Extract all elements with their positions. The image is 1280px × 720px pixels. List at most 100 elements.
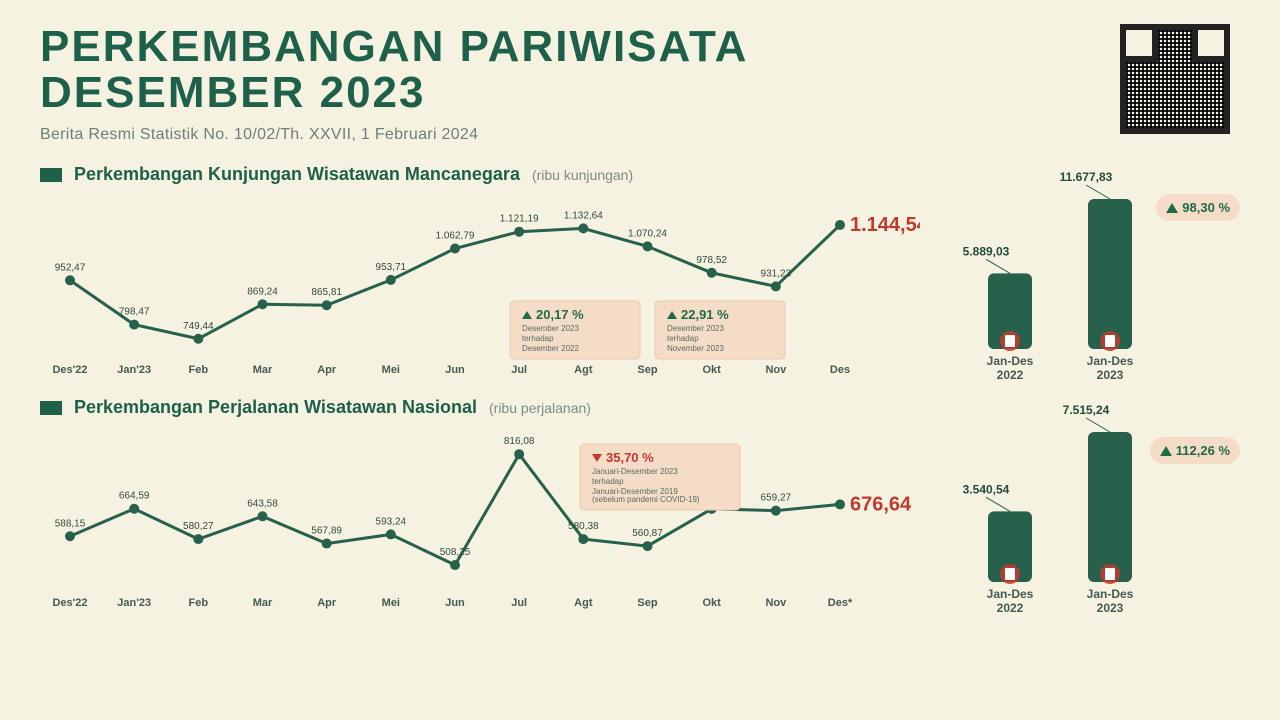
- svg-text:(sebelum pandemi COVID-19): (sebelum pandemi COVID-19): [592, 495, 700, 504]
- svg-text:Jun: Jun: [445, 597, 465, 609]
- svg-text:Jan'23: Jan'23: [117, 364, 151, 376]
- yearly2-svg: 3.540,54Jan-Des20227.515,24Jan-Des2023: [940, 397, 1240, 617]
- yearly2-change-badge: 112,26 %: [1150, 437, 1240, 464]
- svg-text:567,89: 567,89: [311, 526, 342, 537]
- page: PERKEMBANGAN PARIWISATA DESEMBER 2023 Be…: [0, 0, 1280, 720]
- svg-text:Apr: Apr: [317, 597, 337, 609]
- svg-text:664,59: 664,59: [119, 491, 150, 502]
- svg-text:Agt: Agt: [574, 364, 593, 376]
- section1-unit: (ribu kunjungan): [532, 167, 633, 183]
- svg-text:931,23: 931,23: [761, 269, 792, 280]
- title-block: PERKEMBANGAN PARIWISATA DESEMBER 2023 Be…: [40, 24, 1120, 144]
- svg-text:Agt: Agt: [574, 597, 593, 609]
- svg-text:816,08: 816,08: [504, 437, 535, 448]
- svg-text:588,15: 588,15: [55, 519, 86, 530]
- svg-text:Okt: Okt: [702, 597, 721, 609]
- svg-text:953,71: 953,71: [376, 262, 407, 273]
- yearly2-change-pct: 112,26 %: [1176, 443, 1230, 458]
- chart2-svg: 588,15 Des'22 664,59 Jan'23 580,27 Feb 643,58 M…: [40, 424, 920, 614]
- svg-text:11.677,83: 11.677,83: [1060, 170, 1113, 184]
- svg-text:Jan-Des: Jan-Des: [987, 587, 1034, 601]
- svg-text:869,24: 869,24: [247, 287, 278, 298]
- page-title-line2: DESEMBER 2023: [40, 70, 1120, 116]
- svg-text:Mar: Mar: [253, 364, 273, 376]
- section2-title: Perkembangan Perjalanan Wisatawan Nasion…: [74, 397, 477, 418]
- section2-title-row: Perkembangan Perjalanan Wisatawan Nasion…: [40, 397, 920, 418]
- svg-text:Jan'23: Jan'23: [117, 597, 151, 609]
- chart1-svg: 952,47 Des'22 798,47 Jan'23 749,44 Feb 869,24 M…: [40, 191, 920, 381]
- svg-text:749,44: 749,44: [183, 321, 214, 332]
- svg-text:Des'22: Des'22: [52, 597, 87, 609]
- svg-text:5.889,03: 5.889,03: [963, 245, 1010, 259]
- svg-text:Apr: Apr: [317, 364, 337, 376]
- svg-text:1.070,24: 1.070,24: [628, 229, 667, 240]
- svg-text:508,25: 508,25: [440, 547, 471, 558]
- svg-text:3.540,54: 3.540,54: [963, 483, 1010, 497]
- section1-title: Perkembangan Kunjungan Wisatawan Mancane…: [74, 164, 520, 185]
- svg-text:Desember 2023: Desember 2023: [522, 324, 579, 333]
- svg-text:580,38: 580,38: [568, 521, 599, 532]
- svg-text:Nov: Nov: [765, 364, 787, 376]
- line-chart-2: Perkembangan Perjalanan Wisatawan Nasion…: [40, 397, 920, 622]
- svg-text:35,70 %: 35,70 %: [606, 450, 654, 465]
- svg-text:798,47: 798,47: [119, 307, 150, 318]
- section1-title-row: Perkembangan Kunjungan Wisatawan Mancane…: [40, 164, 920, 185]
- svg-text:Januari-Desember 2023: Januari-Desember 2023: [592, 467, 678, 476]
- qr-code-icon: [1120, 24, 1230, 134]
- yearly-bars-2: 3.540,54Jan-Des20227.515,24Jan-Des2023 1…: [940, 397, 1240, 622]
- svg-text:Mei: Mei: [382, 364, 400, 376]
- svg-text:865,81: 865,81: [311, 288, 342, 299]
- svg-text:978,52: 978,52: [696, 255, 727, 266]
- svg-text:terhadap: terhadap: [667, 334, 699, 343]
- svg-text:952,47: 952,47: [55, 263, 86, 274]
- svg-text:Sep: Sep: [637, 597, 657, 609]
- svg-text:560,87: 560,87: [632, 528, 663, 539]
- svg-text:676,64: 676,64: [850, 494, 912, 516]
- svg-text:Okt: Okt: [702, 364, 721, 376]
- triangle-up-icon: [1160, 446, 1172, 456]
- svg-text:Jan-Des: Jan-Des: [987, 354, 1034, 368]
- svg-text:Desember 2022: Desember 2022: [522, 344, 579, 353]
- header: PERKEMBANGAN PARIWISATA DESEMBER 2023 Be…: [40, 24, 1240, 144]
- svg-text:Nov: Nov: [765, 597, 787, 609]
- page-title-line1: PERKEMBANGAN PARIWISATA: [40, 24, 1120, 70]
- svg-text:2023: 2023: [1097, 601, 1124, 615]
- svg-text:terhadap: terhadap: [522, 334, 554, 343]
- svg-text:22,91 %: 22,91 %: [681, 307, 729, 322]
- yearly1-change-pct: 98,30 %: [1182, 200, 1230, 215]
- svg-text:1.132,64: 1.132,64: [564, 211, 603, 222]
- yearly1-change-badge: 98,30 %: [1156, 194, 1240, 221]
- svg-text:Feb: Feb: [189, 597, 209, 609]
- svg-text:2022: 2022: [997, 601, 1024, 615]
- line-chart-1: Perkembangan Kunjungan Wisatawan Mancane…: [40, 164, 920, 389]
- svg-text:Feb: Feb: [189, 364, 209, 376]
- svg-text:Desember 2023: Desember 2023: [667, 324, 724, 333]
- svg-text:Sep: Sep: [637, 364, 657, 376]
- section-mancanegara: Perkembangan Kunjungan Wisatawan Mancane…: [40, 164, 1240, 389]
- svg-text:Jan-Des: Jan-Des: [1087, 354, 1134, 368]
- svg-text:Jul: Jul: [511, 597, 527, 609]
- svg-text:Jan-Des: Jan-Des: [1087, 587, 1134, 601]
- triangle-up-icon: [1166, 203, 1178, 213]
- svg-text:1.062,79: 1.062,79: [436, 231, 475, 242]
- svg-text:Des*: Des*: [828, 597, 853, 609]
- svg-text:Mar: Mar: [253, 597, 273, 609]
- yearly-bars-1: 5.889,03Jan-Des202211.677,83Jan-Des2023 …: [940, 164, 1240, 389]
- section2-unit: (ribu perjalanan): [489, 400, 591, 416]
- svg-text:580,27: 580,27: [183, 521, 214, 532]
- svg-text:593,24: 593,24: [376, 517, 407, 528]
- svg-text:659,27: 659,27: [761, 493, 792, 504]
- svg-text:643,58: 643,58: [247, 499, 278, 510]
- svg-text:Mei: Mei: [382, 597, 400, 609]
- page-subtitle: Berita Resmi Statistik No. 10/02/Th. XXV…: [40, 126, 1120, 144]
- svg-text:2023: 2023: [1097, 368, 1124, 382]
- svg-text:Des'22: Des'22: [52, 364, 87, 376]
- svg-text:2022: 2022: [997, 368, 1024, 382]
- svg-text:1.121,19: 1.121,19: [500, 214, 539, 225]
- section-nasional: Perkembangan Perjalanan Wisatawan Nasion…: [40, 397, 1240, 622]
- svg-text:7.515,24: 7.515,24: [1063, 403, 1110, 417]
- svg-text:Jun: Jun: [445, 364, 465, 376]
- svg-text:terhadap: terhadap: [592, 477, 624, 486]
- svg-text:Jul: Jul: [511, 364, 527, 376]
- svg-text:Des: Des: [830, 364, 850, 376]
